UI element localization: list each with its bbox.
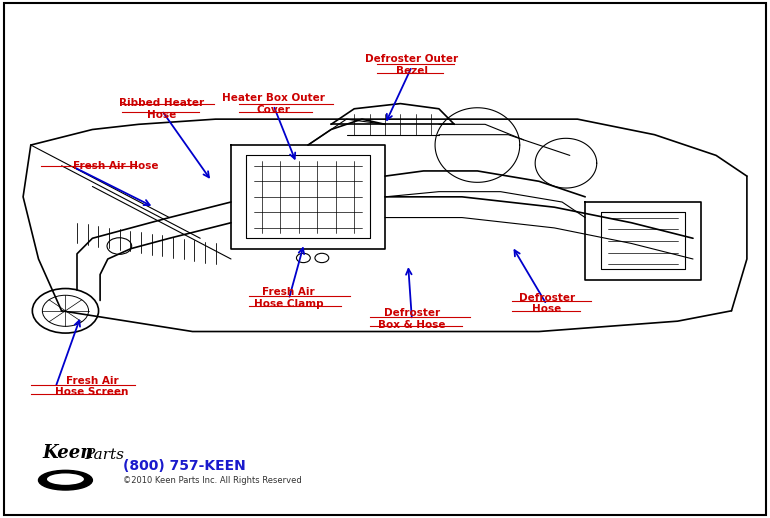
Text: (800) 757-KEEN: (800) 757-KEEN [123, 459, 246, 473]
Ellipse shape [47, 473, 84, 485]
Text: Defroster Outer
Bezel: Defroster Outer Bezel [366, 54, 458, 76]
Text: Fresh Air Hose: Fresh Air Hose [73, 161, 159, 170]
Text: Fresh Air
Hose Clamp: Fresh Air Hose Clamp [254, 287, 323, 309]
Text: Heater Box Outer
Cover: Heater Box Outer Cover [222, 93, 325, 115]
Text: Defroster
Box & Hose: Defroster Box & Hose [378, 308, 446, 330]
Ellipse shape [38, 470, 92, 490]
Text: Ribbed Heater
Hose: Ribbed Heater Hose [119, 98, 204, 120]
Text: Parts: Parts [85, 449, 125, 463]
Text: ©2010 Keen Parts Inc. All Rights Reserved: ©2010 Keen Parts Inc. All Rights Reserve… [123, 476, 302, 485]
Text: Fresh Air
Hose Screen: Fresh Air Hose Screen [55, 376, 129, 397]
Text: Keen: Keen [42, 444, 94, 463]
Text: Defroster
Hose: Defroster Hose [519, 293, 574, 314]
